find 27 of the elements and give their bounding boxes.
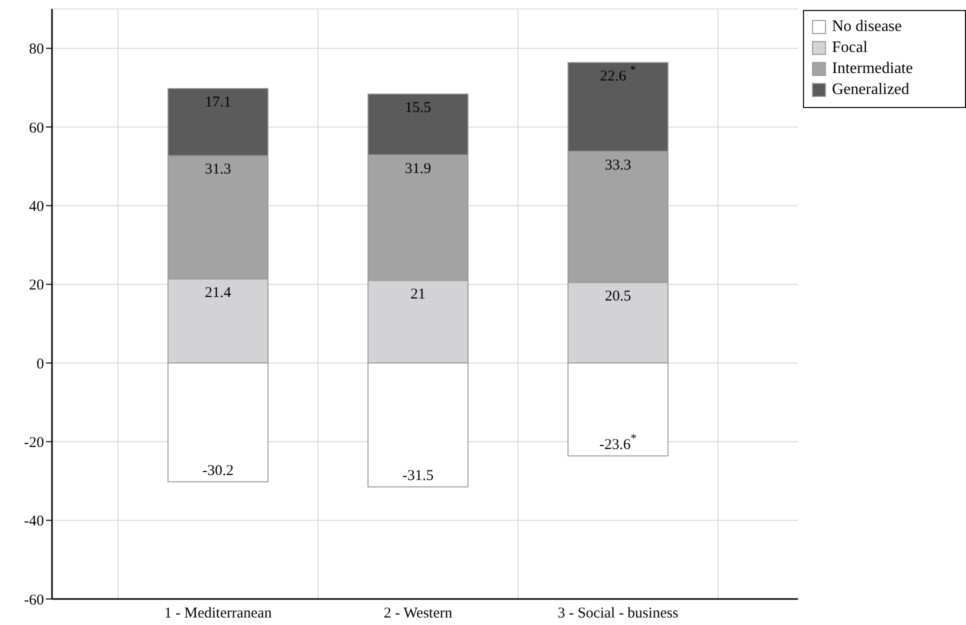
y-tick-label: -40 — [24, 514, 44, 530]
legend-label: Intermediate — [832, 59, 913, 79]
data-label: -23.6$^{*}$ — [599, 430, 637, 453]
data-label: 31.3 — [204, 162, 232, 178]
data-label: 17.1 — [204, 94, 232, 110]
y-tick-label: 40 — [29, 198, 44, 215]
x-tick-label: 3 - Social - business — [558, 606, 679, 622]
data-label: 21.4 — [204, 284, 232, 301]
y-tick-label: 0 — [36, 356, 44, 372]
data-label: 22.6 $^{*}$ — [600, 62, 636, 84]
legend-label: No disease — [832, 17, 902, 37]
x-tick-label: 2 - Western — [384, 606, 453, 622]
legend-label: Focal — [832, 38, 868, 58]
y-tick-label: 80 — [29, 42, 44, 58]
data-label: 33.3 — [604, 157, 632, 174]
y-tick-label: 60 — [29, 120, 44, 136]
data-label: 31.9 — [404, 160, 432, 177]
legend-label: Generalized — [832, 80, 910, 100]
data-label: 21 — [410, 286, 426, 302]
x-tick-label: 1 - Mediterranean — [164, 606, 272, 622]
data-label: 20.5 — [604, 288, 632, 304]
data-label: -30.2 — [202, 462, 234, 479]
y-tick-label: 20 — [29, 278, 44, 294]
y-tick-label: -60 — [24, 592, 44, 608]
data-label: 15.5 — [404, 100, 432, 116]
y-tick-label: -20 — [24, 434, 44, 451]
data-label: -31.5 — [402, 468, 434, 484]
